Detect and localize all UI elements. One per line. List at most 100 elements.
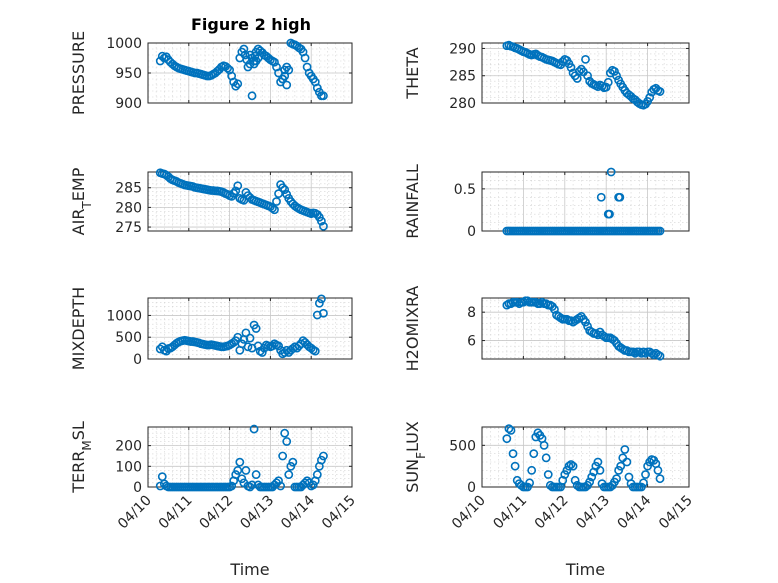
data-point [231,186,241,196]
axes-frame [147,171,353,232]
data-point [319,308,328,318]
data-point [231,470,241,479]
data-series [502,296,665,361]
data-point [581,54,590,64]
data-point [278,74,288,84]
y-tick-label: 500 [449,438,476,454]
data-point [523,482,532,492]
y-tick-label: 0 [467,480,476,496]
data-point [574,66,584,76]
y-tick-label: 285 [449,69,476,85]
subplot-1: 900 950 1000 PRESSURE [69,31,353,115]
x-tick-label: 04/10 [115,493,155,533]
data-point [529,449,539,459]
axes-frame [481,42,690,104]
data-point [585,477,595,487]
data-point [274,341,283,351]
data-series [155,168,328,231]
y-tick-label: 0.5 [454,182,476,198]
subplot-6: 6 8 H2OMIXRA [403,286,690,372]
data-point [583,321,592,331]
y-tick-label: 6 [467,334,476,350]
data-point [562,465,572,475]
data-point [506,425,516,435]
data-point [508,449,518,459]
data-point [300,53,310,63]
data-point [229,188,239,198]
data-point [653,465,663,475]
x-axis-label: Time [565,560,605,579]
data-series [155,294,328,359]
data-point [280,428,290,438]
data-point [312,83,322,93]
data-point [233,79,243,89]
subplot-2: 280 285 290 THETA [403,40,690,112]
data-point [643,461,652,471]
x-tick-label: 04/12 [197,493,237,533]
data-point [231,81,241,91]
x-tick-label: 04/15 [656,493,696,533]
data-point [245,333,255,343]
y-axis-label: PRESSURE [69,31,88,115]
data-point [268,203,277,213]
data-point [593,82,603,92]
y-axis-label: RAINFALL [403,164,422,239]
data-point [253,53,263,63]
data-point [282,62,292,72]
data-point [601,82,611,92]
data-point [610,66,619,76]
data-point [229,77,239,87]
data-point [282,80,292,90]
data-point [622,457,632,467]
y-tick-label: 280 [115,200,142,216]
y-axis-label: TERRMSL [69,421,94,494]
subplot-3: 275 280 285 AIRTEMP [69,167,353,236]
data-point [616,461,626,471]
data-point [319,451,328,461]
data-point [274,189,283,199]
data-point [240,50,250,60]
data-point [645,93,655,102]
data-point [639,478,648,488]
data-point [316,294,326,304]
data-point [568,461,578,471]
y-tick-label: 1000 [106,308,142,324]
data-series [155,424,328,492]
data-point [249,424,259,434]
y-tick-label: 280 [449,96,476,112]
data-point [596,192,606,202]
data-point [595,465,605,475]
data-point [272,197,281,206]
data-series [155,38,328,101]
data-point [502,434,512,444]
axes-frame [147,426,353,488]
data-point [235,457,245,467]
data-point [237,474,247,484]
data-point [282,437,292,446]
data-point [593,457,603,467]
data-series [502,167,665,236]
data-point [533,428,543,438]
x-tick-label: 04/14 [278,492,318,532]
data-point [247,91,257,101]
data-point [614,465,624,475]
data-point [274,476,283,486]
data-point [636,482,646,492]
y-axis-label: THETA [403,47,422,99]
data-point [223,63,232,73]
data-point [233,181,243,191]
data-point [270,57,279,67]
data-series [502,40,665,110]
data-point [251,470,261,479]
x-tick-label: 04/15 [319,493,359,533]
data-point [612,474,621,484]
data-point [286,461,296,471]
data-point [278,451,288,461]
y-axis-label: H2OMIXRA [403,286,422,372]
data-point [550,304,559,314]
data-point [597,81,607,91]
figure-title: Figure 2 high [191,15,311,34]
data-point [241,466,251,475]
data-point [319,221,328,231]
